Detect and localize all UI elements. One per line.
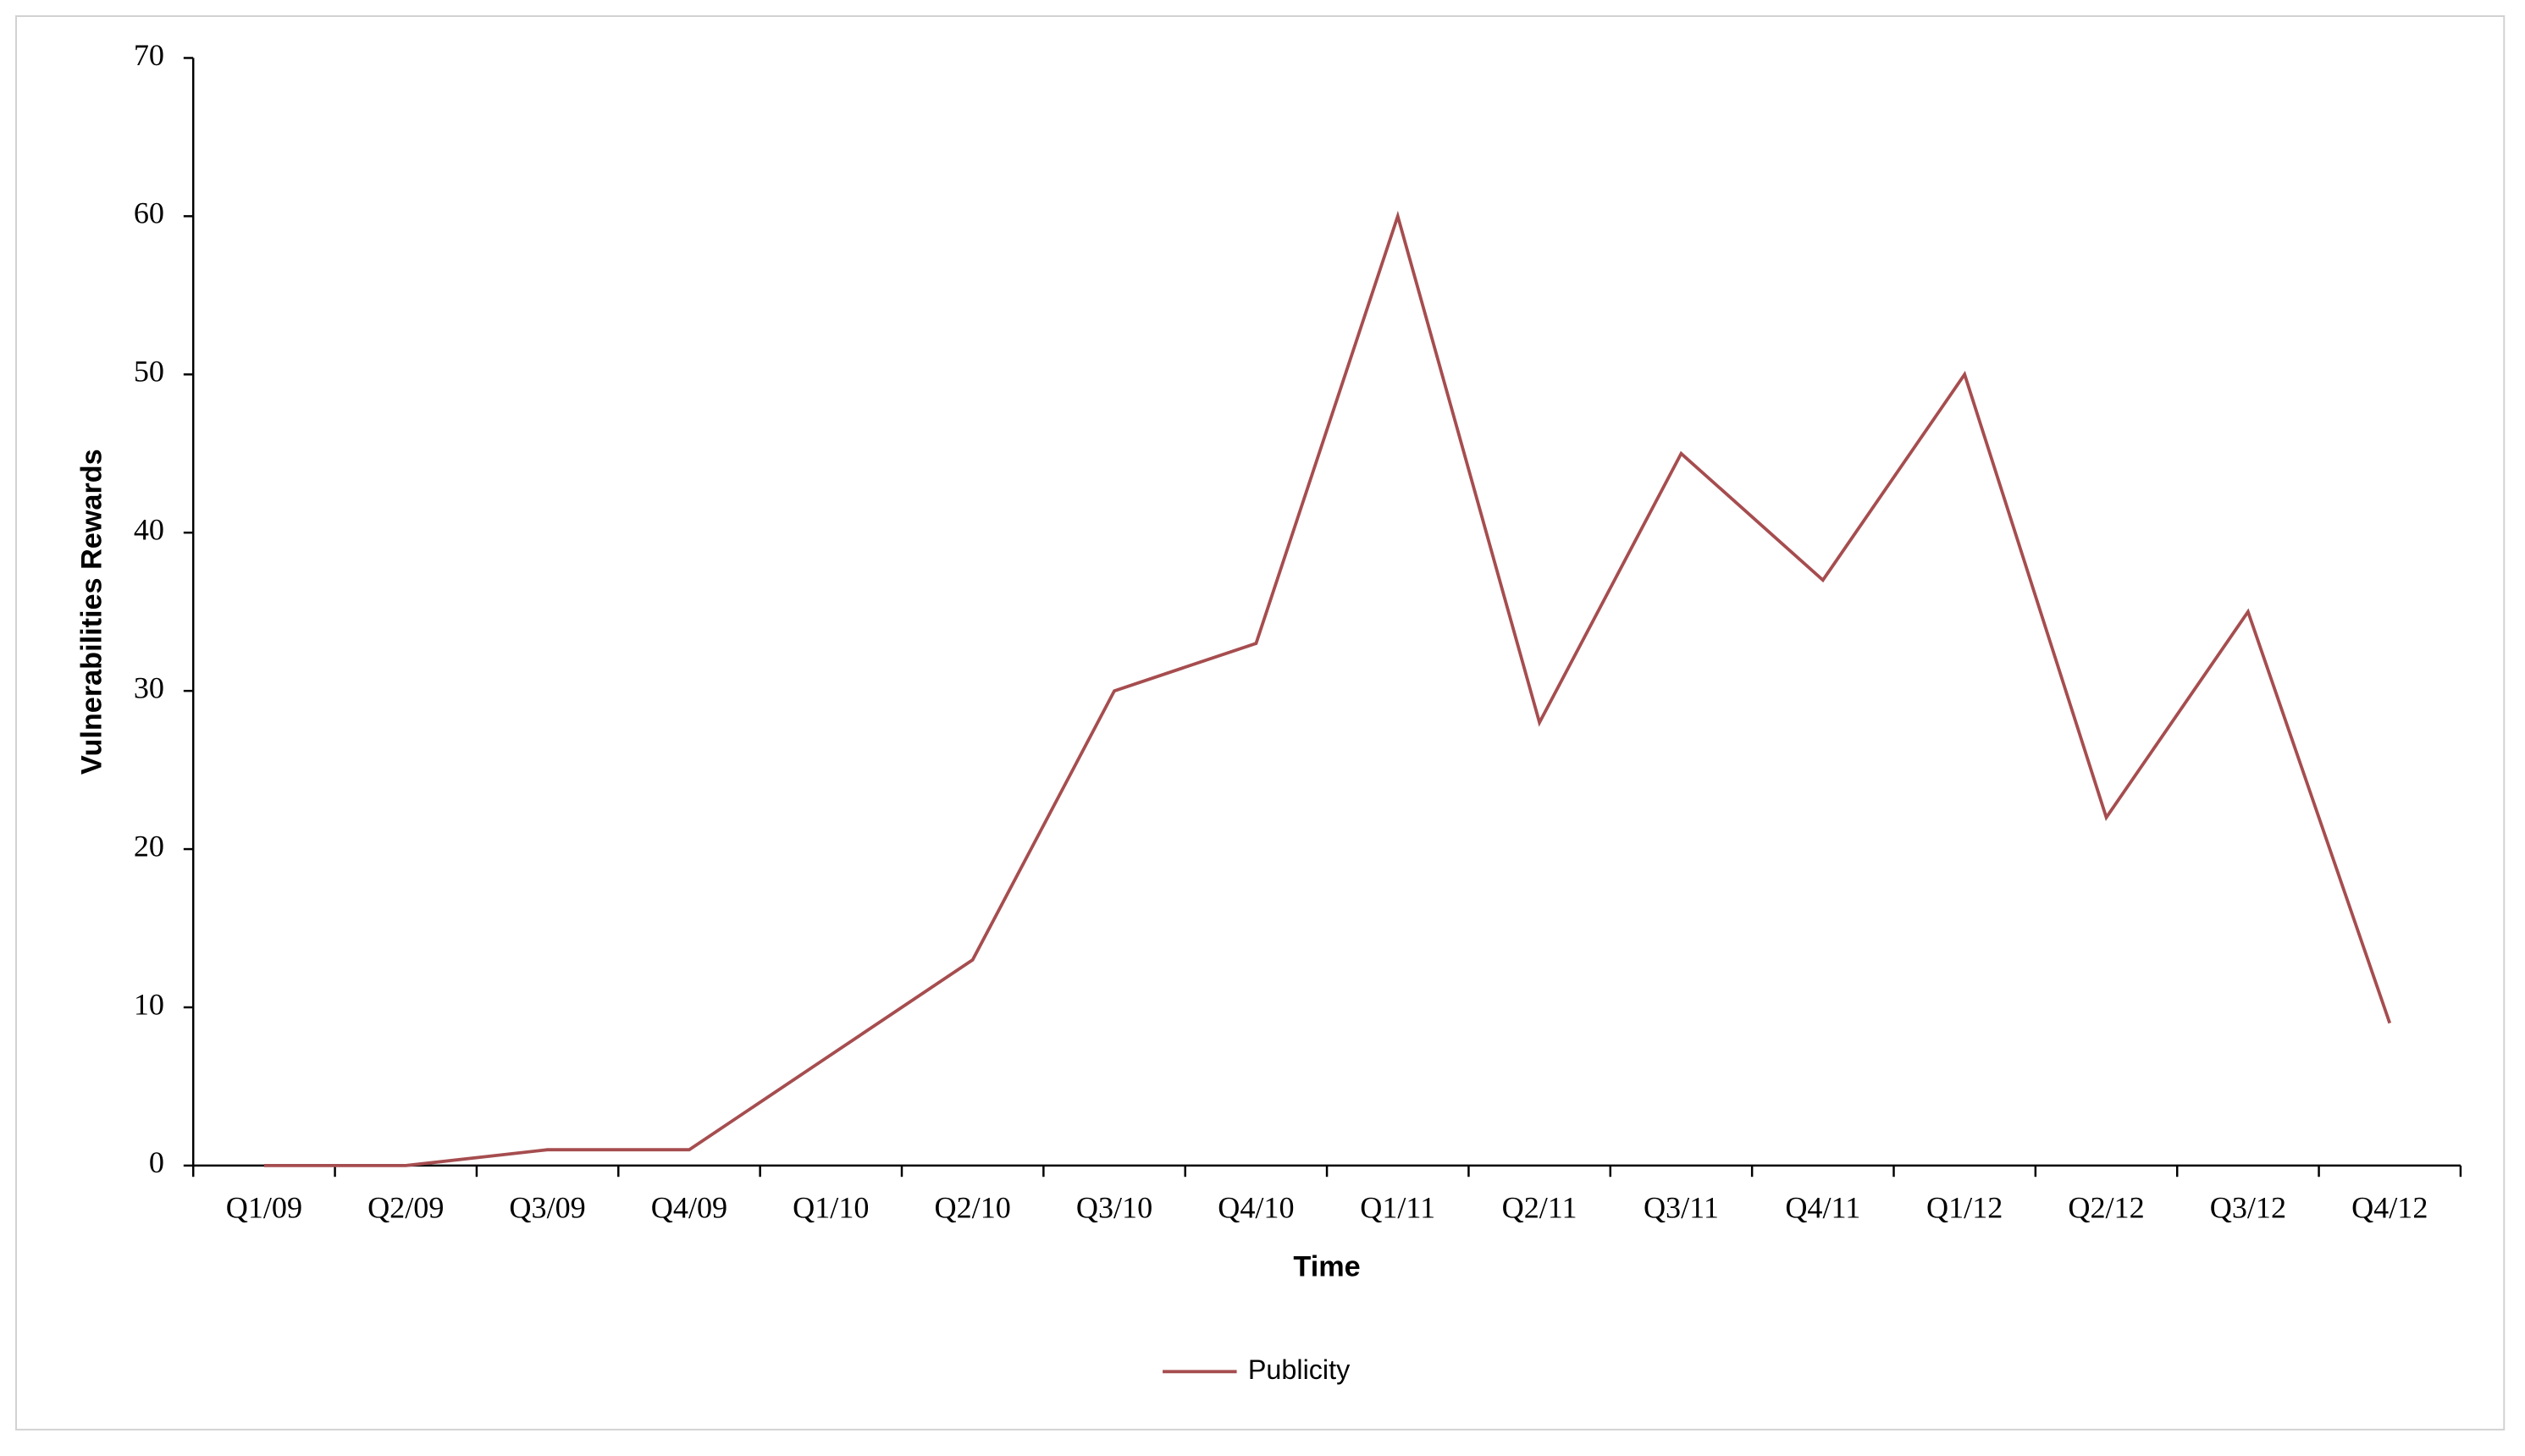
chart-frame xyxy=(15,15,2506,1431)
y-axis-label: Vulnerabilities Rewards xyxy=(75,449,108,775)
series-line xyxy=(263,210,2392,1167)
y-tick-label: 70 xyxy=(134,38,164,72)
x-tick-label: Q3/09 xyxy=(509,1190,585,1224)
x-tick-label: Q1/12 xyxy=(1926,1190,2003,1224)
x-tick-label: Q1/11 xyxy=(1360,1190,1435,1224)
x-tick-label: Q2/10 xyxy=(935,1190,1011,1224)
x-axis-label: Time xyxy=(1293,1251,1360,1283)
y-tick-label: 0 xyxy=(149,1145,164,1179)
x-tick-label: Q4/09 xyxy=(651,1190,727,1224)
x-tick-label: Q1/10 xyxy=(793,1190,869,1224)
x-tick-label: Q3/12 xyxy=(2210,1190,2286,1224)
x-tick-label: Q2/11 xyxy=(1502,1190,1577,1224)
y-tick-label: 20 xyxy=(134,829,164,863)
x-tick-label: Q3/10 xyxy=(1076,1190,1152,1224)
x-tick-label: Q2/12 xyxy=(2068,1190,2144,1224)
y-tick-label: 40 xyxy=(134,513,164,547)
x-tick-label: Q4/10 xyxy=(1218,1190,1294,1224)
y-tick-label: 50 xyxy=(134,355,164,389)
y-tick-label: 10 xyxy=(134,987,164,1021)
x-tick-label: Q3/11 xyxy=(1644,1190,1719,1224)
x-tick-label: Q2/09 xyxy=(367,1190,444,1224)
x-tick-label: Q4/12 xyxy=(2351,1190,2428,1224)
y-tick-label: 30 xyxy=(134,670,164,704)
y-tick-label: 60 xyxy=(134,196,164,230)
x-tick-label: Q1/09 xyxy=(226,1190,302,1224)
legend-label: Publicity xyxy=(1248,1354,1351,1385)
x-tick-label: Q4/11 xyxy=(1785,1190,1860,1224)
